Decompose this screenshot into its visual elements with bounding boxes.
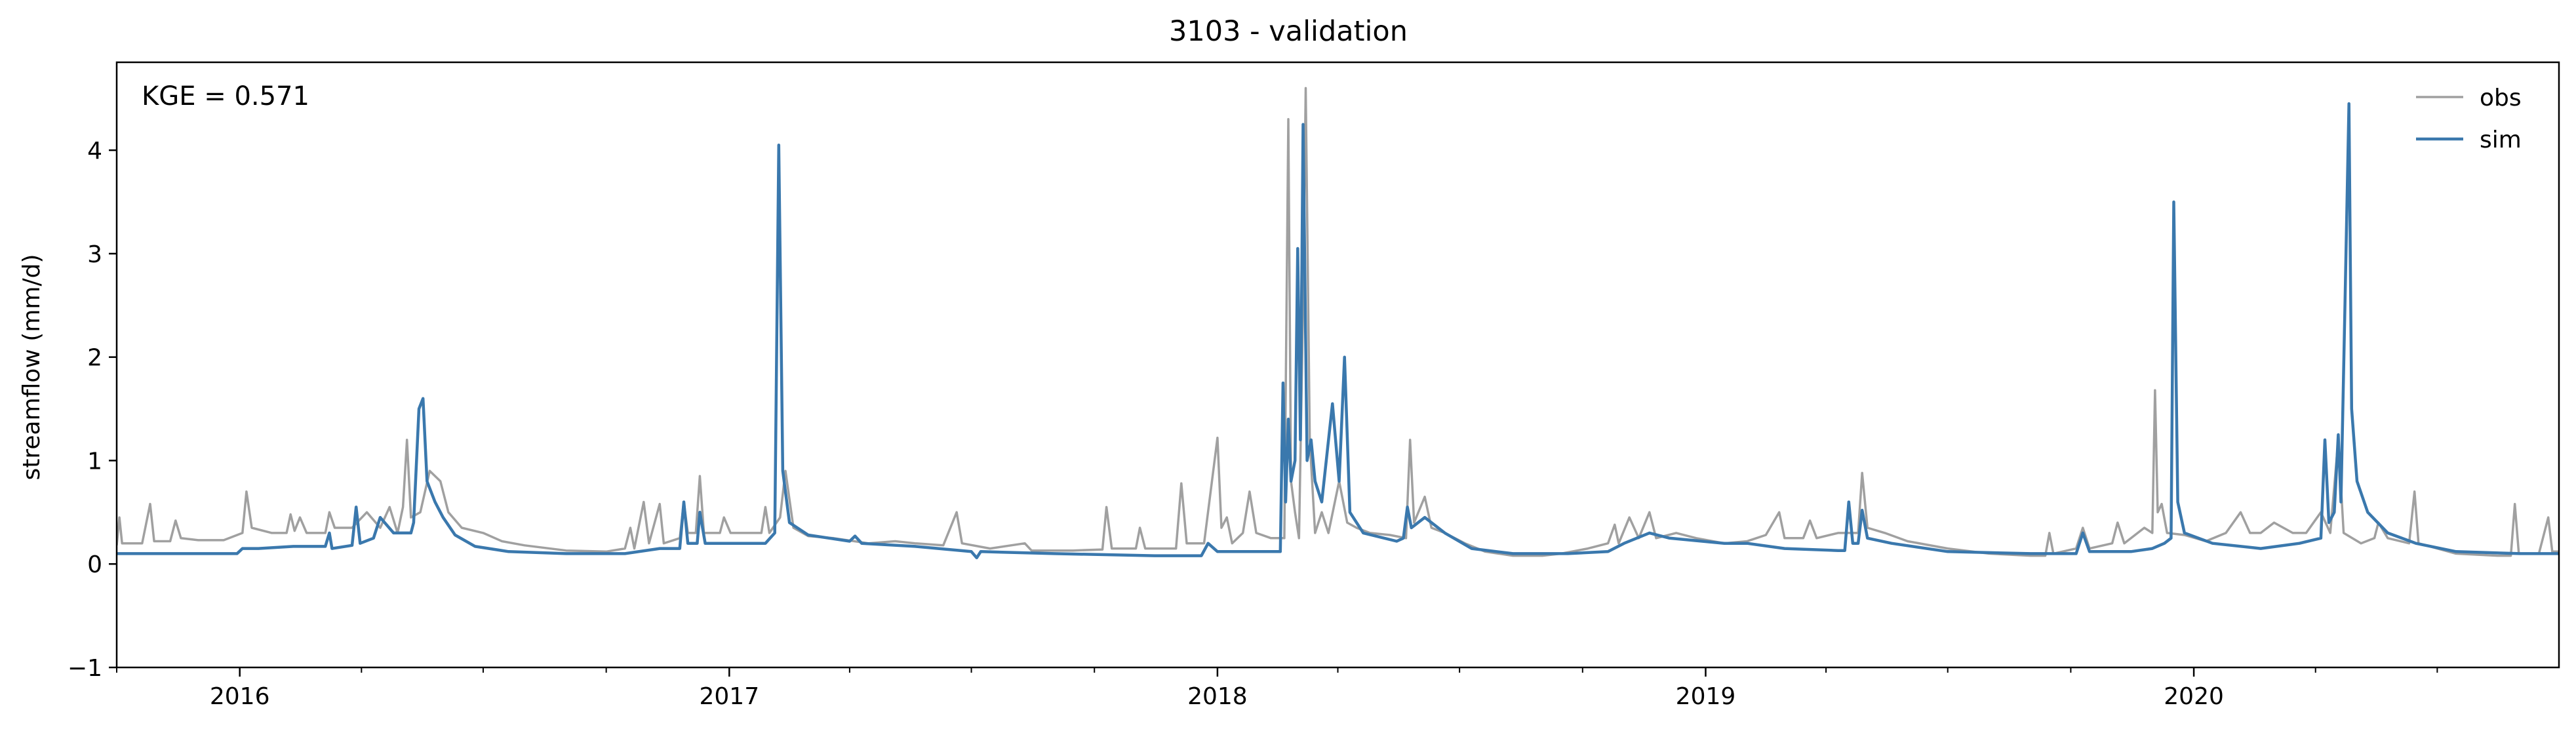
plot-frame <box>115 61 2560 669</box>
y-tick-label: 0 <box>87 551 102 578</box>
plot-area <box>117 87 2559 560</box>
x-tick-label: 2017 <box>699 683 759 710</box>
legend-label-obs: obs <box>2480 85 2522 111</box>
x-tick-label: 2019 <box>1676 683 1736 710</box>
y-tick-label: 1 <box>87 448 102 475</box>
legend: obs sim <box>2416 85 2522 153</box>
chart-title: 3103 - validation <box>1169 15 1408 48</box>
x-tick-label: 2018 <box>1187 683 1248 710</box>
y-tick-label: 4 <box>87 138 102 165</box>
y-tick-label: 3 <box>87 241 102 268</box>
series-line-obs <box>117 87 2559 557</box>
legend-label-sim: sim <box>2480 127 2522 153</box>
y-tick-label: 2 <box>87 345 102 372</box>
y-tick-label: −1 <box>68 655 102 682</box>
series-line-sim <box>117 102 2559 560</box>
x-tick-label: 2016 <box>210 683 270 710</box>
axes: −1 0 1 2 3 4 2016 2017 2018 2019 2020 <box>68 61 2560 710</box>
y-axis-label: streamflow (mm/d) <box>18 254 45 481</box>
x-tick-label: 2020 <box>2164 683 2224 710</box>
kge-annotation: KGE = 0.571 <box>142 81 309 111</box>
